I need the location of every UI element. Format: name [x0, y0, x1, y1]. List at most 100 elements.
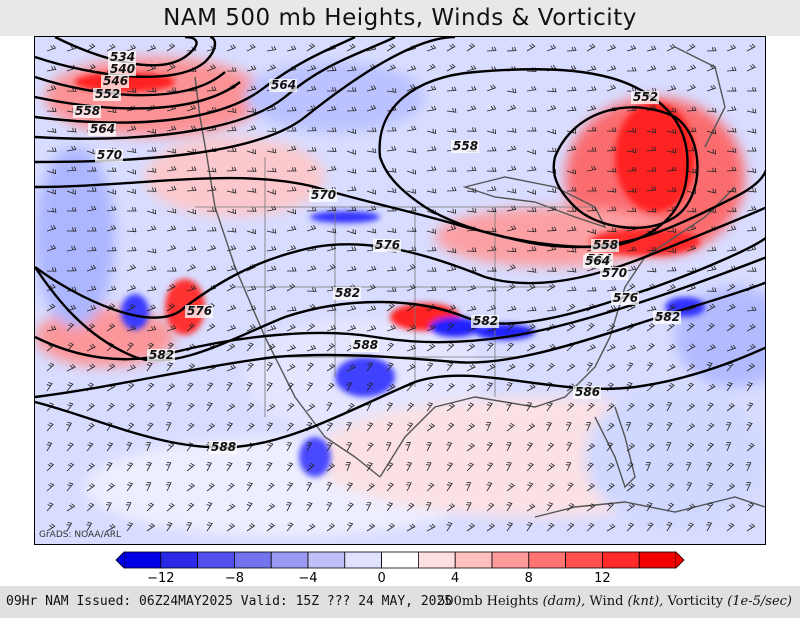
wind-barb: [626, 127, 637, 133]
wind-barb: [586, 105, 597, 112]
wind-barb: [526, 166, 537, 172]
wind-barb: [126, 325, 137, 332]
wind-barb: [166, 324, 177, 332]
wind-barb: [686, 43, 696, 52]
wind-barb: [706, 522, 713, 532]
wind-barb: [606, 206, 617, 212]
wind-barb: [86, 483, 96, 492]
wind-barb: [86, 522, 93, 532]
wind-barb: [466, 247, 477, 252]
wind-barb: [386, 502, 394, 512]
wind-barb: [506, 363, 516, 372]
wind-barb: [266, 422, 274, 432]
wind-barb: [126, 148, 137, 153]
wind-barb: [486, 502, 495, 512]
colorbar-tick-label: 0: [377, 571, 385, 586]
wind-barb: [286, 186, 297, 192]
wind-barb: [46, 362, 55, 372]
contour-label-bg: [600, 267, 628, 280]
wind-barb: [486, 304, 497, 312]
wind-barb: [246, 324, 256, 332]
wind-barb: [146, 209, 156, 215]
wind-barb: [266, 148, 277, 154]
wind-barb: [586, 228, 597, 235]
wind-barb: [366, 85, 377, 92]
wind-barb: [406, 502, 415, 512]
wind-barb: [46, 523, 56, 532]
wind-barb: [86, 363, 96, 372]
wind-barb: [646, 502, 653, 512]
wind-barb: [165, 462, 172, 472]
wind-barb: [206, 423, 216, 432]
contour-label-bg: [583, 255, 611, 268]
wind-barb: [266, 167, 277, 173]
wind-barb: [406, 105, 417, 112]
wind-barb: [506, 462, 512, 472]
wind-barb: [246, 245, 257, 252]
wind-barb: [506, 104, 517, 112]
wind-barb: [326, 463, 336, 472]
wind-barb: [266, 64, 277, 72]
wind-barb: [446, 322, 455, 332]
wind-barb: [706, 84, 717, 92]
wind-barb: [626, 483, 635, 492]
wind-barb: [206, 402, 213, 412]
wind-barb: [246, 148, 256, 155]
colorbar-tick-label: −12: [147, 571, 174, 586]
wind-barb: [566, 247, 577, 253]
wind-barb: [586, 147, 597, 152]
wind-barb: [286, 45, 297, 52]
contour-label: 558: [593, 238, 618, 252]
wind-barb: [46, 422, 54, 432]
wind-barb: [466, 284, 477, 292]
wind-barb: [466, 443, 476, 452]
wind-barb: [486, 245, 497, 252]
wind-barb: [286, 442, 293, 452]
wind-barb: [526, 227, 537, 233]
wind-barb: [646, 267, 657, 273]
wind-barbs: [46, 43, 757, 532]
wind-barb: [666, 266, 677, 272]
wind-barb: [486, 286, 497, 292]
wind-barb: [346, 305, 357, 312]
wind-barb: [506, 382, 513, 392]
wind-barb: [746, 64, 756, 72]
contour-label-bg: [101, 75, 129, 88]
wind-barb: [526, 343, 536, 352]
wind-barb: [586, 462, 594, 472]
wind-barb: [526, 246, 537, 252]
wind-barb: [106, 303, 116, 312]
wind-barb: [386, 88, 397, 93]
wind-barb: [646, 207, 657, 213]
wind-barb: [626, 344, 637, 352]
wind-barb: [506, 247, 517, 253]
wind-barb: [526, 482, 534, 492]
wind-barb: [546, 422, 552, 432]
wind-barb: [366, 127, 377, 132]
wind-barb: [526, 189, 536, 195]
wind-barb: [366, 284, 376, 292]
wind-barb: [66, 166, 77, 172]
wind-barb: [586, 362, 594, 372]
wind-barb: [306, 323, 316, 332]
wind-barb: [366, 523, 376, 532]
wind-barb: [86, 422, 95, 432]
wind-barb: [386, 287, 397, 292]
wind-barb: [386, 422, 394, 432]
wind-barb: [506, 46, 517, 52]
wind-barb: [106, 285, 117, 292]
wind-barb: [726, 147, 737, 153]
wind-barb: [186, 323, 195, 332]
wind-barb: [46, 207, 57, 213]
wind-barb: [186, 186, 197, 192]
wind-barb: [286, 127, 297, 132]
wind-barb: [66, 127, 77, 133]
wind-barb: [346, 206, 357, 212]
wind-barb: [446, 86, 457, 92]
contour-label: 582: [473, 314, 498, 328]
wind-barb: [746, 267, 757, 272]
wind-barb: [326, 147, 337, 152]
wind-barb: [686, 522, 694, 532]
wind-barb: [466, 523, 476, 532]
wind-barb: [306, 265, 317, 272]
